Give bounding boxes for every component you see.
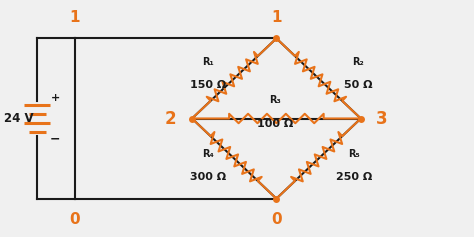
Text: 1: 1 [70,10,80,25]
Text: 50 Ω: 50 Ω [344,80,373,90]
Text: 2: 2 [165,109,177,128]
Text: R₃: R₃ [270,95,282,105]
Text: 150 Ω: 150 Ω [190,80,227,90]
Text: +: + [51,93,60,103]
Text: 100 Ω: 100 Ω [257,118,293,128]
Text: R₁: R₁ [202,57,214,67]
Text: −: − [50,133,60,146]
Text: 1: 1 [271,10,282,25]
Text: 0: 0 [70,212,80,227]
Text: R₂: R₂ [353,57,365,67]
Text: 300 Ω: 300 Ω [191,172,227,182]
Text: 0: 0 [271,212,282,227]
Text: 3: 3 [376,109,388,128]
Text: R₄: R₄ [202,149,214,159]
Text: 250 Ω: 250 Ω [336,172,372,182]
Text: R₅: R₅ [348,149,360,159]
Text: 24 V: 24 V [4,112,33,125]
